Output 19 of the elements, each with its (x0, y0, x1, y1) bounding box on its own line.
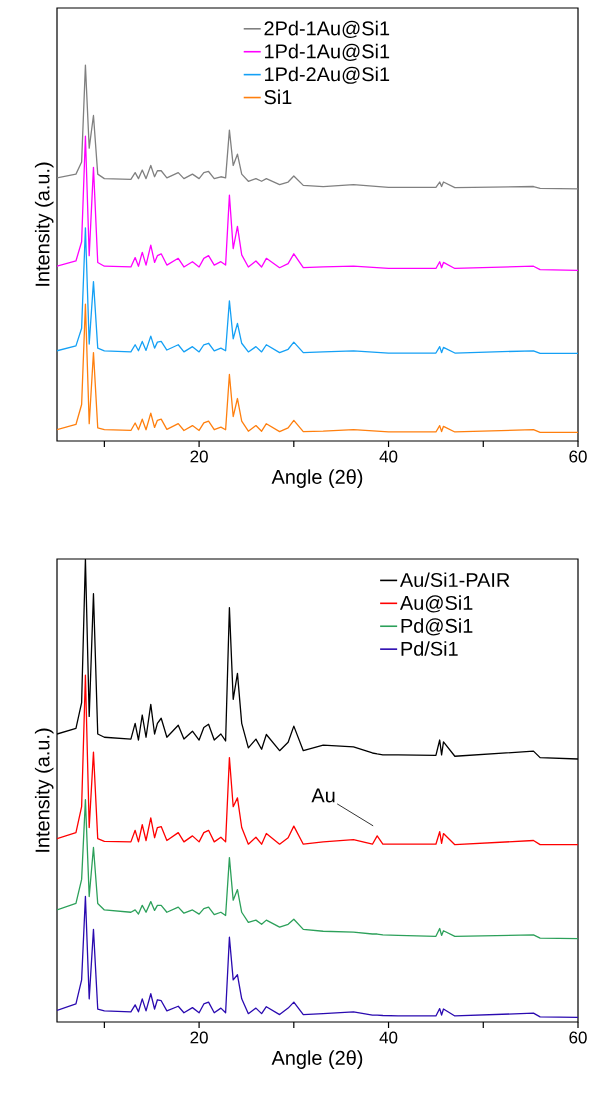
annotation: Au (311, 788, 335, 803)
y-axis-title: Intensity (a.u.) (34, 162, 54, 286)
x-axis-title: Angle (2θ) (271, 1050, 363, 1069)
legend-label: 2Pd-1Au@Si1 (264, 20, 390, 39)
x-tick-label: 60 (569, 1031, 587, 1044)
legend-label: 1Pd-2Au@Si1 (265, 66, 390, 84)
x-axis-title: Angle (2θ) (271, 469, 363, 488)
legend-label: Pd/Si1 (401, 641, 458, 656)
x-tick-label: 40 (379, 1031, 398, 1044)
x-tick-label: 40 (379, 450, 398, 463)
legend-label: Pd@Si1 (401, 618, 473, 636)
x-tick-label: 20 (190, 1031, 208, 1044)
x-tick-label: 20 (190, 450, 208, 463)
y-axis-title: Intensity (a.u.) (34, 728, 54, 852)
legend-label: Si1 (264, 89, 292, 105)
legend-label: 1Pd-1Au@Si1 (265, 43, 390, 61)
legend-label: Au/Si1-PAIR (399, 572, 510, 588)
legend-label: Au@Si1 (399, 595, 473, 613)
x-tick-label: 60 (569, 450, 587, 463)
